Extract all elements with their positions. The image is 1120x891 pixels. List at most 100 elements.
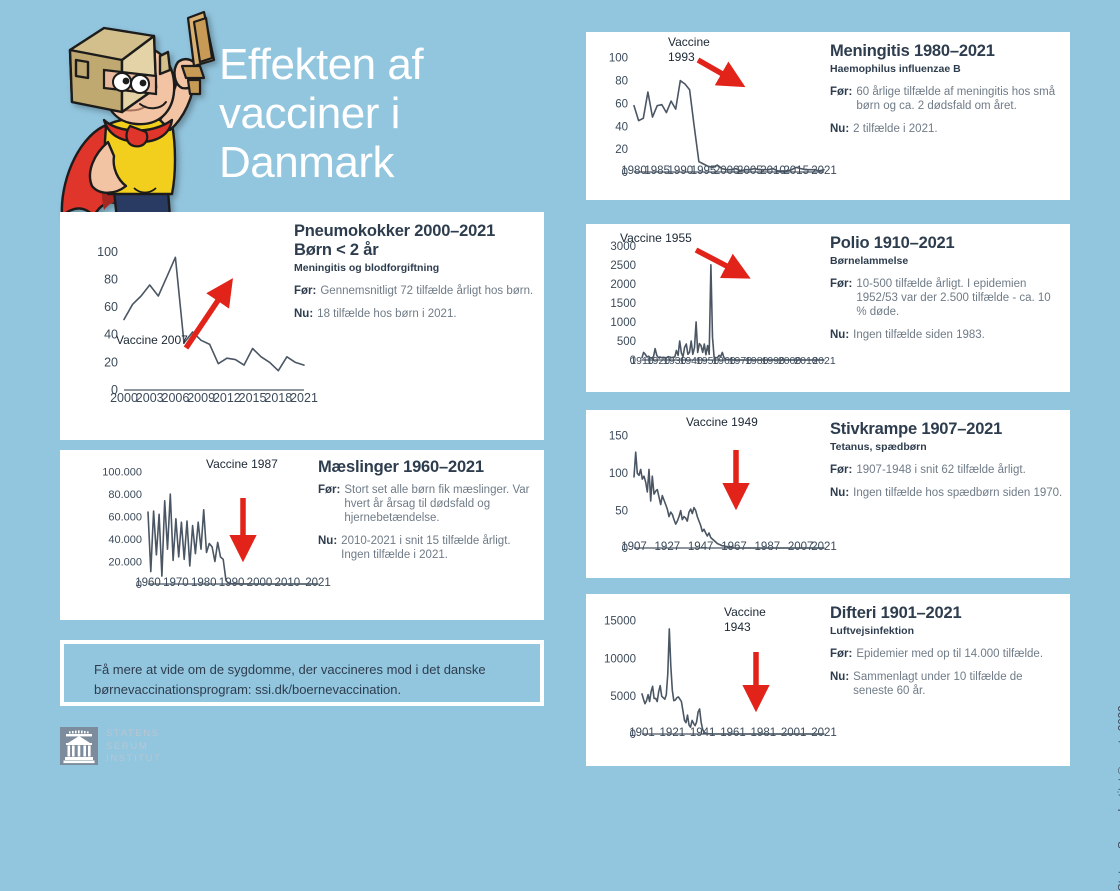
vaccine-arrow-meningitis	[696, 57, 746, 88]
x-tick-polio: 1990	[761, 355, 785, 367]
now-row-maeslinger: Nu: 2010-2021 i snit 15 tilfælde årligt.…	[318, 534, 536, 562]
before-label: Før:	[830, 464, 853, 476]
x-tick-polio: 1970	[729, 355, 753, 367]
x-tick-meningitis: 2000	[714, 165, 740, 177]
y-tick-stivkrampe: 100	[609, 468, 628, 480]
now-row-meningitis: Nu: 2 tilfælde i 2021.	[830, 122, 1064, 136]
now-label: Nu:	[318, 535, 338, 547]
y-tick-polio: 3000	[610, 241, 636, 253]
now-row-pneumokokker: Nu: 18 tilfælde hos børn i 2021.	[294, 307, 534, 321]
y-tick-maeslinger: 20.000	[108, 557, 142, 569]
y-tick-pneumokokker: 80	[104, 272, 118, 286]
x-tick-meningitis: 2015	[783, 165, 809, 177]
now-label: Nu:	[294, 308, 314, 320]
x-tick-pneumokokker: 2021	[290, 391, 318, 405]
x-tick-difteri: 2001	[781, 727, 807, 739]
x-tick-stivkrampe: 1987	[755, 541, 781, 553]
y-tick-polio: 1500	[610, 298, 636, 310]
x-tick-polio: 1950	[696, 355, 720, 367]
x-tick-meningitis: 1990	[668, 165, 694, 177]
now-label: Nu:	[830, 123, 850, 135]
before-row-difteri: Før: Epidemier med op til 14.000 tilfæld…	[830, 647, 1064, 661]
vaccine-arrow-polio	[694, 247, 751, 279]
before-row-polio: Før: 10-500 tilfælde årligt. I epidemien…	[830, 277, 1064, 319]
before-label: Før:	[830, 86, 853, 98]
x-tick-maeslinger: 1970	[163, 577, 189, 589]
vaccine-annotation-polio: Vaccine 1955	[620, 231, 692, 245]
now-text-maeslinger: 2010-2021 i snit 15 tilfælde årligt. Ing…	[341, 535, 511, 561]
chart-subtitle-difteri: Luftvejsinfektion	[830, 625, 915, 637]
vaccine-annotation-stivkrampe: Vaccine 1949	[686, 415, 758, 429]
vaccine-annotation-difteri: Vaccine	[724, 605, 766, 619]
before-row-pneumokokker: Før: Gennemsnitligt 72 tilfælde årligt h…	[294, 284, 534, 298]
chart-title-difteri: Difteri 1901–2021	[830, 604, 962, 622]
vaccine-arrow-pneumokokker	[183, 278, 233, 350]
x-tick-maeslinger: 1980	[191, 577, 217, 589]
y-tick-pneumokokker: 20	[104, 355, 118, 369]
info-box: Få mere at vide om de sygdomme, der vacc…	[60, 640, 544, 706]
x-tick-meningitis: 1995	[691, 165, 717, 177]
x-tick-maeslinger: 1960	[135, 577, 161, 589]
vaccine-annotation-pneumokokker: Vaccine 2007	[116, 333, 188, 347]
data-line-maeslinger	[147, 493, 319, 585]
x-tick-maeslinger: 2021	[305, 577, 331, 589]
x-tick-meningitis: 2010	[760, 165, 786, 177]
now-text-polio: Ingen tilfælde siden 1983.	[853, 329, 985, 341]
data-line-polio	[641, 264, 825, 361]
x-tick-polio: 2000	[778, 355, 802, 367]
chart-title-maeslinger: Mæslinger 1960–2021	[318, 458, 484, 476]
before-text-difteri: Epidemier med op til 14.000 tilfælde.	[856, 648, 1044, 660]
x-tick-polio: 1940	[680, 355, 704, 367]
x-tick-polio: 2010	[794, 355, 818, 367]
data-line-pneumokokker	[123, 256, 305, 372]
now-text-pneumokokker: 18 tilfælde hos børn i 2021.	[317, 308, 457, 320]
y-tick-meningitis: 0	[622, 167, 628, 179]
y-tick-difteri: 0	[630, 729, 636, 741]
x-tick-meningitis: 2021	[811, 165, 837, 177]
before-row-maeslinger: Før: Stort set alle børn fik mæslinger. …	[318, 483, 536, 525]
vaccine-annotation-meningitis: Vaccine	[668, 35, 710, 49]
x-tick-meningitis: 2005	[737, 165, 763, 177]
now-row-polio: Nu: Ingen tilfælde siden 1983.	[830, 328, 1064, 342]
y-tick-maeslinger: 60.000	[108, 512, 142, 524]
vaccine-annotation-meningitis: 1993	[668, 50, 695, 64]
now-text-meningitis: 2 tilfælde i 2021.	[853, 123, 938, 135]
y-tick-pneumokokker: 0	[111, 383, 118, 397]
y-tick-pneumokokker: 40	[104, 328, 118, 342]
chart-card-stivkrampe: Stivkrampe 1907–2021 Tetanus, spædbørn F…	[586, 410, 1070, 578]
before-text-maeslinger: Stort set alle børn fik mæslinger. Var h…	[344, 484, 530, 524]
y-tick-stivkrampe: 50	[615, 506, 628, 518]
x-tick-difteri: 2021	[811, 727, 837, 739]
y-tick-meningitis: 60	[615, 98, 628, 110]
data-line-stivkrampe	[633, 451, 825, 549]
y-tick-meningitis: 20	[615, 144, 628, 156]
chart-card-polio: Polio 1910–2021 Børnelammelse Før: 10-50…	[586, 224, 1070, 392]
chart-title-polio: Polio 1910–2021	[830, 234, 955, 252]
data-line-difteri	[641, 628, 825, 735]
x-tick-difteri: 1961	[720, 727, 746, 739]
chart-subtitle-polio: Børnelammelse	[830, 255, 909, 267]
chart-svg-pneumokokker: 0 20 40 60 80 100 2000200320062009201220152018…	[97, 245, 318, 405]
chart-svg-polio: 0500100015002000250030001910192019301940…	[610, 231, 835, 367]
chart-card-difteri: Difteri 1901–2021 Luftvejsinfektion Før:…	[586, 594, 1070, 766]
x-tick-pneumokokker: 2012	[213, 391, 241, 405]
x-tick-pneumokokker: 2003	[136, 391, 164, 405]
y-tick-maeslinger: 100.000	[102, 467, 142, 479]
page-title: Effekten af vacciner i Danmark	[219, 40, 424, 187]
x-tick-pneumokokker: 2015	[239, 391, 267, 405]
y-tick-maeslinger: 80.000	[108, 489, 142, 501]
now-text-difteri: Sammenlagt under 10 tilfælde de seneste …	[853, 671, 1023, 697]
x-tick-polio: 1980	[745, 355, 769, 367]
classical-building-icon	[60, 727, 98, 765]
y-tick-polio: 2500	[610, 260, 636, 272]
before-text-polio: 10-500 tilfælde årligt. I epidemien 1952…	[856, 278, 1051, 318]
x-tick-stivkrampe: 1927	[655, 541, 681, 553]
x-tick-pneumokokker: 2000	[110, 391, 138, 405]
before-label: Før:	[318, 484, 341, 496]
chart-card-meningitis: Meningitis 1980–2021 Haemophilus influen…	[586, 32, 1070, 200]
x-tick-pneumokokker: 2006	[162, 391, 190, 405]
before-label: Før:	[830, 278, 853, 290]
before-row-stivkrampe: Før: 1907-1948 i snit 62 tilfælde årligt…	[830, 463, 1064, 477]
before-row-meningitis: Før: 60 årlige tilfælde af meningitis ho…	[830, 85, 1064, 113]
